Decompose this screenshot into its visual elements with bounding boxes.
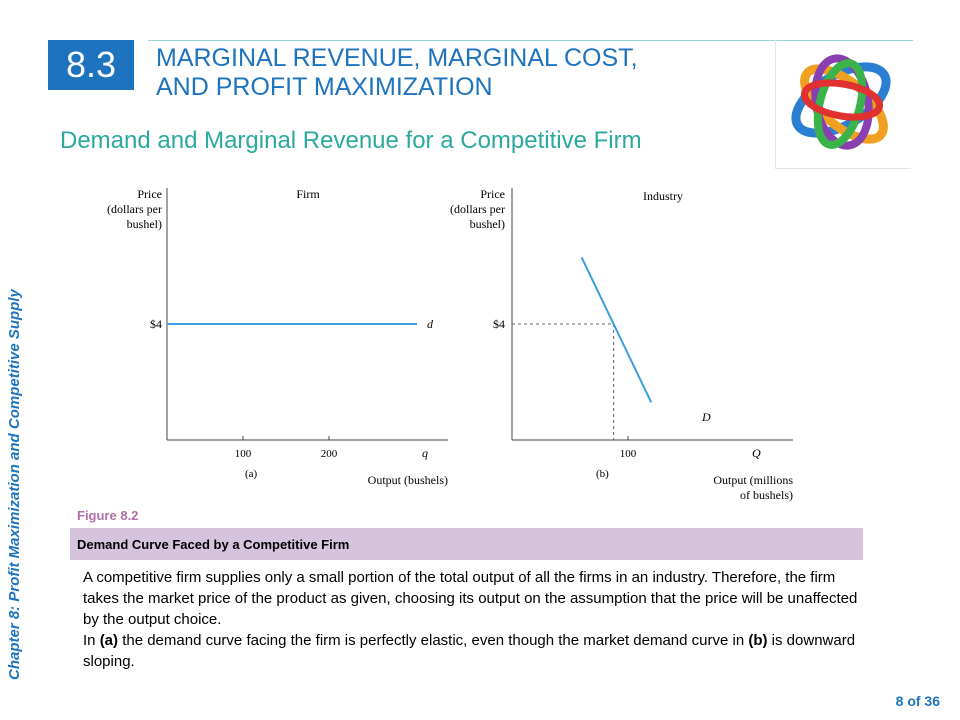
para2-text-1: In [83,632,100,649]
header-rule [148,40,913,41]
panel-a-ytick-4: $4 [150,317,162,331]
section-number: 8.3 [65,44,117,85]
panel-a-panel-label: (a) [245,468,258,480]
panel-a-ylabel-3: bushel) [127,217,162,231]
para2-text-3: is downward sloping. [83,632,856,670]
para2-text-2: the demand curve facing the firm is perf… [118,632,749,649]
chart-panel-a: Price (dollars per bushel) Firm $4 d 100… [107,187,448,487]
para2-bold-a: (a) [99,632,119,649]
panel-a-title: Firm [296,187,320,201]
panel-b-title: Industry [643,189,683,203]
figure-description: A competitive firm supplies only a small… [83,567,863,672]
title-line-2: AND PROFIT MAXIMIZATION [156,73,493,101]
panel-b-xlabel-1: Output (millions [713,473,793,487]
description-paragraph-1: A competitive firm supplies only a small… [83,569,858,628]
title-line-1: MARGINAL REVENUE, MARGINAL COST, [156,44,638,72]
panel-b-xlabel-2: of bushels) [740,488,793,502]
panel-b-series-label: D [701,410,711,424]
rings-logo-graphic [791,54,891,150]
rings-logo [775,40,911,169]
chart-svg: Price (dollars per bushel) Firm $4 d 100… [107,187,793,502]
panel-b-x-axis-name: Q [752,446,761,460]
panel-a-series-label: d [427,317,434,331]
panel-a-xtick-100: 100 [235,448,252,460]
panel-a-xtick-200: 200 [321,448,338,460]
caption-title: Demand Curve Faced by a Competitive Firm [77,536,350,552]
panel-b-ylabel-1: Price [480,187,505,201]
page-title: MARGINAL REVENUE, MARGINAL COST, AND PRO… [156,44,638,102]
panel-b-xtick-100: 100 [620,448,637,460]
panel-b-ylabel-2: (dollars per [450,202,505,216]
panel-b-demand-line [580,256,653,403]
chart-panel-b: Price (dollars per bushel) Industry $4 D… [450,187,793,502]
figure-charts: Price (dollars per bushel) Firm $4 d 100… [80,178,820,513]
panel-b-ytick-4: $4 [493,317,505,331]
figure-label: Figure 8.2 [77,508,139,523]
para2-bold-b: (b) [748,632,768,649]
panel-a-ylabel-2: (dollars per [107,202,162,216]
panel-a-x-axis-name: q [422,446,428,460]
caption-bar: Demand Curve Faced by a Competitive Firm [70,528,863,560]
panel-a-ylabel-1: Price [137,187,162,201]
panel-b-ylabel-3: bushel) [470,217,505,231]
chapter-sidebar: Chapter 8: Profit Maximization and Compe… [6,289,23,680]
panel-b-panel-label: (b) [596,468,609,480]
section-badge: 8.3 [48,40,134,90]
page-number: 8 of 36 [895,693,940,709]
panel-a-xlabel: Output (bushels) [368,473,448,487]
page-subtitle: Demand and Marginal Revenue for a Compet… [60,127,642,154]
description-paragraph-2: In (a) the demand curve facing the firm … [83,630,863,672]
